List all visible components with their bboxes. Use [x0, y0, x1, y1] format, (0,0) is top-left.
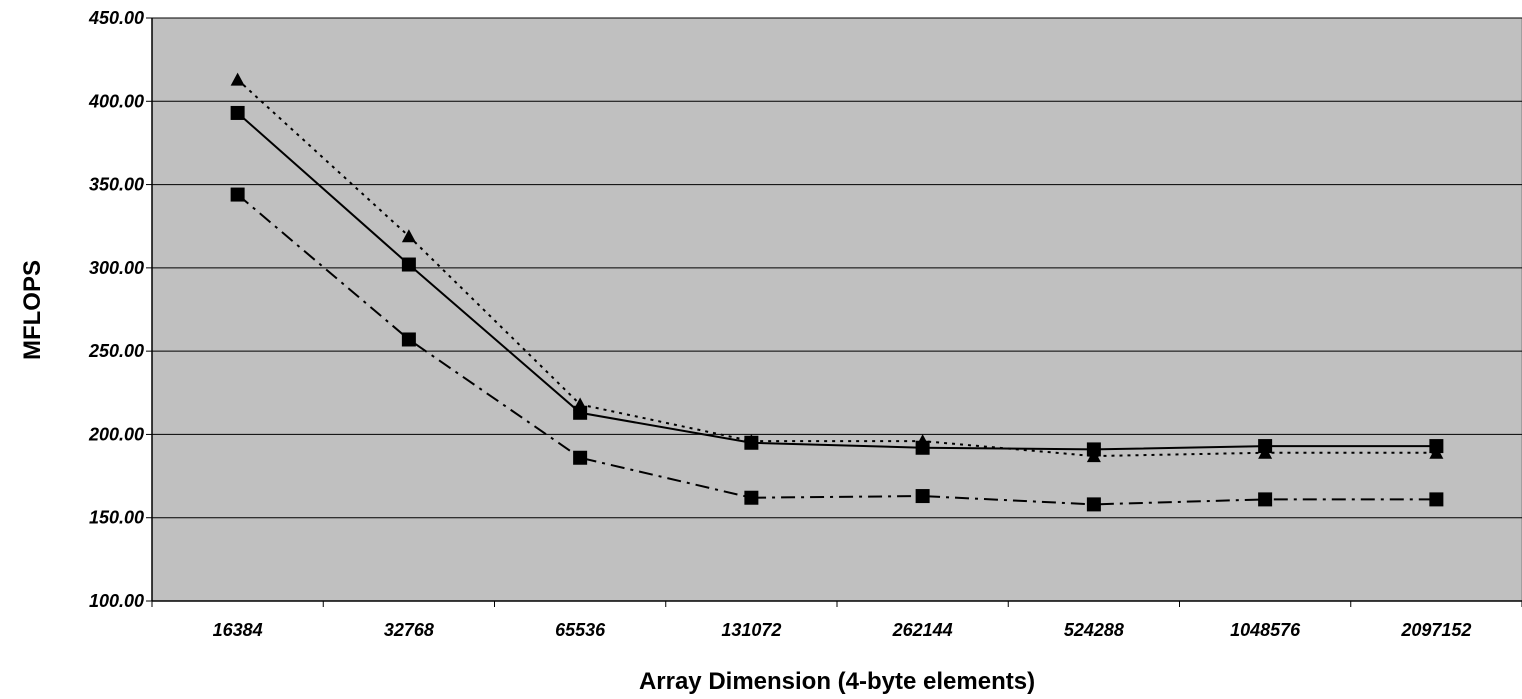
data-point-square	[915, 440, 930, 455]
data-point-square	[744, 490, 759, 505]
data-point-square	[1429, 439, 1444, 454]
series-line	[236, 193, 1437, 506]
markers-group	[230, 72, 1444, 512]
data-point-square	[573, 450, 588, 465]
y-tick-label: 350.00	[89, 175, 144, 195]
data-point-square	[1086, 497, 1101, 512]
y-tick-label: 300.00	[89, 258, 144, 278]
plot-area	[151, 17, 1522, 602]
data-point-square	[1258, 439, 1273, 454]
y-tick-label: 450.00	[88, 8, 144, 28]
data-point-square	[401, 257, 416, 272]
y-tick-label: 150.00	[89, 508, 144, 528]
y-axis-title: MFLOPS	[19, 260, 46, 360]
data-point-square	[401, 332, 416, 347]
data-point-square	[1429, 492, 1444, 507]
series-group	[236, 78, 1437, 506]
data-point-square	[1258, 492, 1273, 507]
x-tick-label: 2097152	[1400, 620, 1471, 640]
data-point-square	[230, 187, 245, 202]
series-line	[236, 78, 1437, 458]
x-axis-title: Array Dimension (4-byte elements)	[639, 668, 1035, 695]
data-point-square	[1086, 442, 1101, 457]
data-point-square	[915, 489, 930, 504]
y-tick-label: 250.00	[88, 341, 144, 361]
series-line	[236, 112, 1437, 451]
data-point-triangle	[230, 72, 245, 86]
y-tick-label: 100.00	[89, 591, 144, 611]
x-tick-label: 65536	[555, 620, 606, 640]
x-tick-label: 524288	[1064, 620, 1124, 640]
y-tick-label: 200.00	[88, 424, 144, 444]
data-point-square	[230, 105, 245, 120]
y-tick-label: 400.00	[88, 91, 144, 111]
data-point-square	[744, 435, 759, 450]
x-tick-label: 262144	[892, 620, 953, 640]
x-tick-label: 1048576	[1230, 620, 1301, 640]
x-tick-label: 16384	[213, 620, 263, 640]
data-point-square	[573, 405, 588, 420]
tick-labels: 100.00 150.00 200.00 250.00 300.00 350.00 400.…	[88, 8, 1471, 640]
data-point-triangle	[401, 229, 416, 243]
x-tick-label: 32768	[384, 620, 434, 640]
x-tick-label: 131072	[721, 620, 781, 640]
axes	[146, 17, 1522, 607]
gridlines	[152, 17, 1522, 519]
